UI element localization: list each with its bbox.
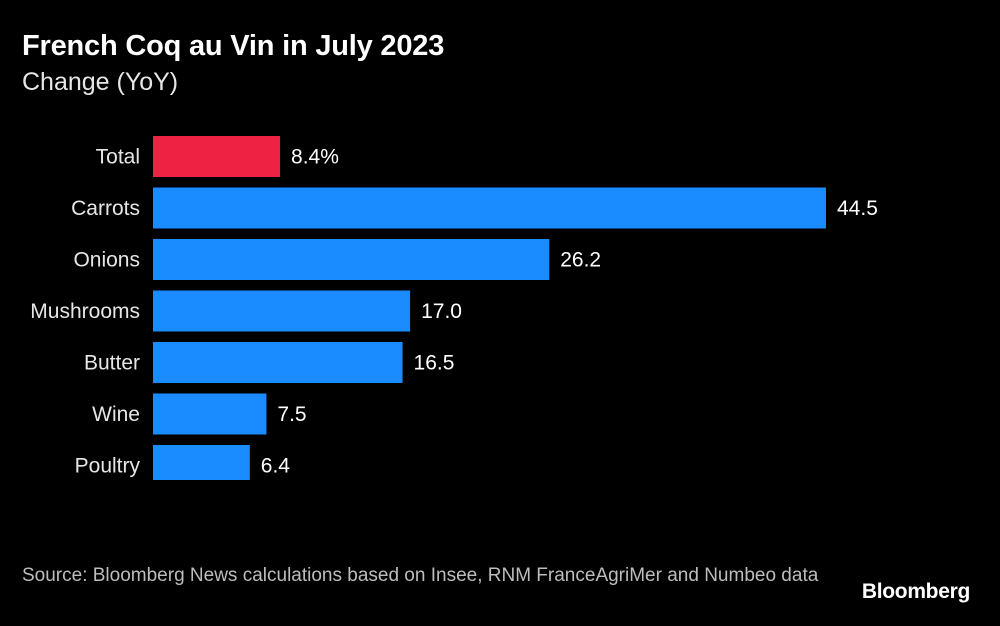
category-label-total: Total <box>96 146 140 169</box>
category-label-poultry: Poultry <box>75 455 141 478</box>
value-label-mushrooms: 17.0 <box>421 300 462 323</box>
category-label-carrots: Carrots <box>71 197 140 220</box>
category-label-wine: Wine <box>92 403 140 426</box>
value-label-onions: 26.2 <box>560 249 601 272</box>
source-note: Source: Bloomberg News calculations base… <box>22 565 819 586</box>
chart-title: French Coq au Vin in July 2023 <box>22 30 445 62</box>
bar-total <box>153 136 281 177</box>
bloomberg-logo: Bloomberg <box>861 580 970 603</box>
bar-onions <box>153 239 550 280</box>
value-label-carrots: 44.5 <box>837 197 878 220</box>
value-label-poultry: 6.4 <box>261 455 291 478</box>
bar-butter <box>153 342 403 383</box>
category-label-onions: Onions <box>73 249 140 272</box>
bar-poultry <box>153 445 250 480</box>
bar-mushrooms <box>153 290 411 332</box>
value-label-total: 8.4% <box>291 146 339 169</box>
category-label-mushrooms: Mushrooms <box>30 300 140 323</box>
bar-carrots <box>153 187 826 229</box>
chart-subtitle: Change (YoY) <box>22 68 179 96</box>
value-label-butter: 16.5 <box>414 352 455 375</box>
value-label-wine: 7.5 <box>277 403 306 426</box>
category-label-butter: Butter <box>84 352 140 375</box>
bar-wine <box>153 393 267 435</box>
bar-chart: Total 8.4% Carrots 44.5 Onions 26.2 Mushrooms 1… <box>30 136 878 480</box>
